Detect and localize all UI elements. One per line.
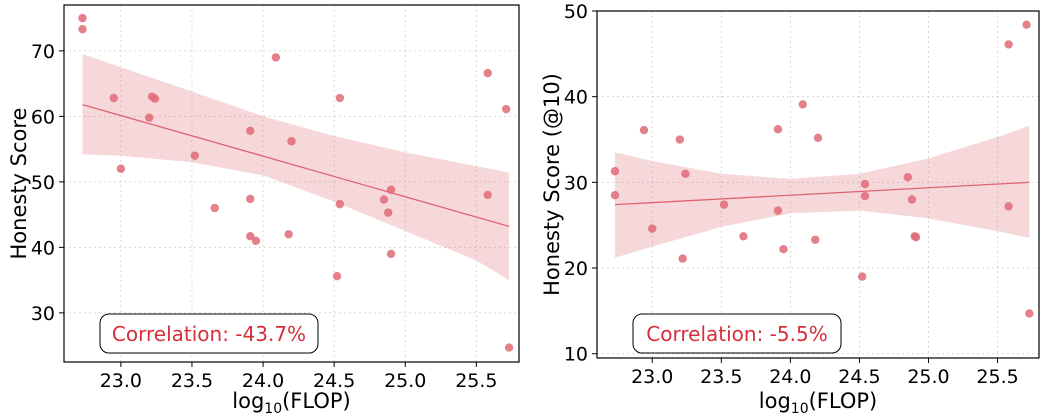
right-data-point-10	[773, 125, 783, 134]
left-data-point-6	[150, 94, 160, 103]
right-ytick-label-4: 50	[564, 1, 588, 23]
right-xtick-label-5: 25.5	[976, 366, 1018, 388]
right-data-point-17	[860, 179, 870, 189]
left-xtick-label-1: 23.5	[171, 370, 213, 392]
right-correlation-text: Correlation: -5.5%	[646, 322, 827, 346]
left-data-point-1	[78, 25, 87, 34]
right-data-point-5	[678, 254, 687, 263]
right-x-axis-label: log10(FLOP)	[759, 389, 877, 414]
left-data-point-0	[78, 13, 87, 23]
right-data-point-6	[681, 169, 690, 178]
left-x-axis-label: log10(FLOP)	[232, 389, 350, 414]
right-data-point-18	[860, 191, 870, 201]
left-xtick-label-5: 25.5	[455, 370, 497, 392]
left-data-point-13	[271, 53, 281, 62]
left-data-point-17	[335, 93, 345, 103]
right-plot-frame	[596, 10, 1040, 359]
right-data-point-13	[798, 100, 808, 109]
right-data-point-16	[858, 272, 867, 281]
left-data-point-25	[502, 104, 511, 114]
left-ytick-label-1: 40	[31, 237, 55, 259]
left-data-point-10	[246, 194, 255, 204]
right-data-point-11	[773, 206, 783, 215]
left-ytick-label-2: 50	[31, 172, 55, 194]
right-data-point-15	[813, 133, 823, 143]
right-xtick-label-3: 24.5	[838, 366, 880, 388]
left-data-point-22	[386, 249, 396, 259]
right-ytick-label-2: 30	[564, 172, 588, 194]
left-data-point-4	[145, 113, 154, 122]
left-data-point-14	[284, 230, 293, 239]
left-xtick-label-2: 24.0	[242, 370, 284, 392]
left-regression-line	[82, 103, 510, 228]
left-data-point-19	[379, 195, 389, 204]
left-data-point-20	[383, 208, 393, 217]
right-data-point-26	[1025, 309, 1034, 318]
right-data-point-1	[610, 191, 620, 200]
left-data-point-3	[116, 164, 126, 173]
right-data-point-7	[719, 200, 729, 209]
right-correlation-box	[632, 313, 842, 354]
right-xtick-label-1: 23.5	[700, 366, 742, 388]
left-ytick-label-3: 60	[31, 106, 55, 128]
left-ytick-label-4: 70	[31, 41, 55, 63]
right-xtick-label-0: 23.0	[631, 366, 673, 388]
right-ytick-label-0: 10	[564, 344, 588, 366]
left-data-point-8	[210, 203, 219, 213]
left-correlation-text: Correlation: -43.7%	[112, 322, 306, 346]
right-data-point-12	[779, 244, 788, 254]
right-data-point-14	[811, 235, 820, 244]
left-data-point-15	[287, 137, 296, 146]
right-data-point-8	[739, 232, 748, 241]
right-data-point-24	[1004, 202, 1013, 211]
right-data-point-2	[639, 125, 649, 135]
right-ytick-label-3: 40	[564, 87, 588, 109]
left-correlation-box	[99, 313, 319, 354]
left-data-point-24	[483, 190, 492, 200]
right-data-point-23	[1004, 40, 1013, 49]
right-y-axis-label: Honesty Score (@10)	[540, 73, 564, 296]
left-xtick-label-0: 23.0	[100, 370, 142, 392]
left-plot-frame	[63, 4, 520, 363]
left-data-point-11	[246, 232, 255, 241]
left-data-point-9	[246, 126, 255, 135]
left-xtick-label-3: 24.5	[313, 370, 355, 392]
right-chart-panel: 23.0 23.5 24.0 24.5 25.0 25.5 10 20 30 40 50 log10(…	[540, 1, 1040, 414]
right-regression-line	[614, 181, 1030, 206]
left-data-point-26	[504, 343, 514, 352]
right-data-point-25	[1022, 20, 1031, 29]
right-data-point-0	[610, 167, 620, 176]
left-ytick-label-0: 30	[31, 303, 55, 325]
left-xtick-label-4: 25.0	[384, 370, 426, 392]
right-data-point-22	[911, 232, 921, 242]
right-xtick-label-4: 25.0	[907, 366, 949, 388]
right-ytick-label-1: 20	[564, 258, 588, 280]
left-data-point-21	[386, 185, 396, 194]
right-data-point-19	[903, 173, 912, 182]
right-data-point-4	[675, 135, 685, 144]
left-data-point-23	[483, 68, 492, 78]
left-chart-panel: 23.0 23.5 24.0 24.5 25.0 25.5 30 40 50 60 70 log10(…	[7, 4, 520, 414]
left-data-point-2	[109, 93, 118, 103]
right-xtick-label-2: 24.0	[769, 366, 811, 388]
left-data-point-16	[332, 271, 342, 281]
left-data-point-7	[190, 151, 200, 160]
left-confidence-band	[82, 54, 510, 281]
right-confidence-band	[614, 125, 1030, 258]
left-y-axis-label: Honesty Score	[7, 108, 31, 260]
right-data-point-3	[648, 224, 657, 233]
right-data-point-20	[907, 195, 917, 204]
left-data-point-18	[335, 199, 345, 209]
left-data-point-12	[251, 236, 261, 246]
